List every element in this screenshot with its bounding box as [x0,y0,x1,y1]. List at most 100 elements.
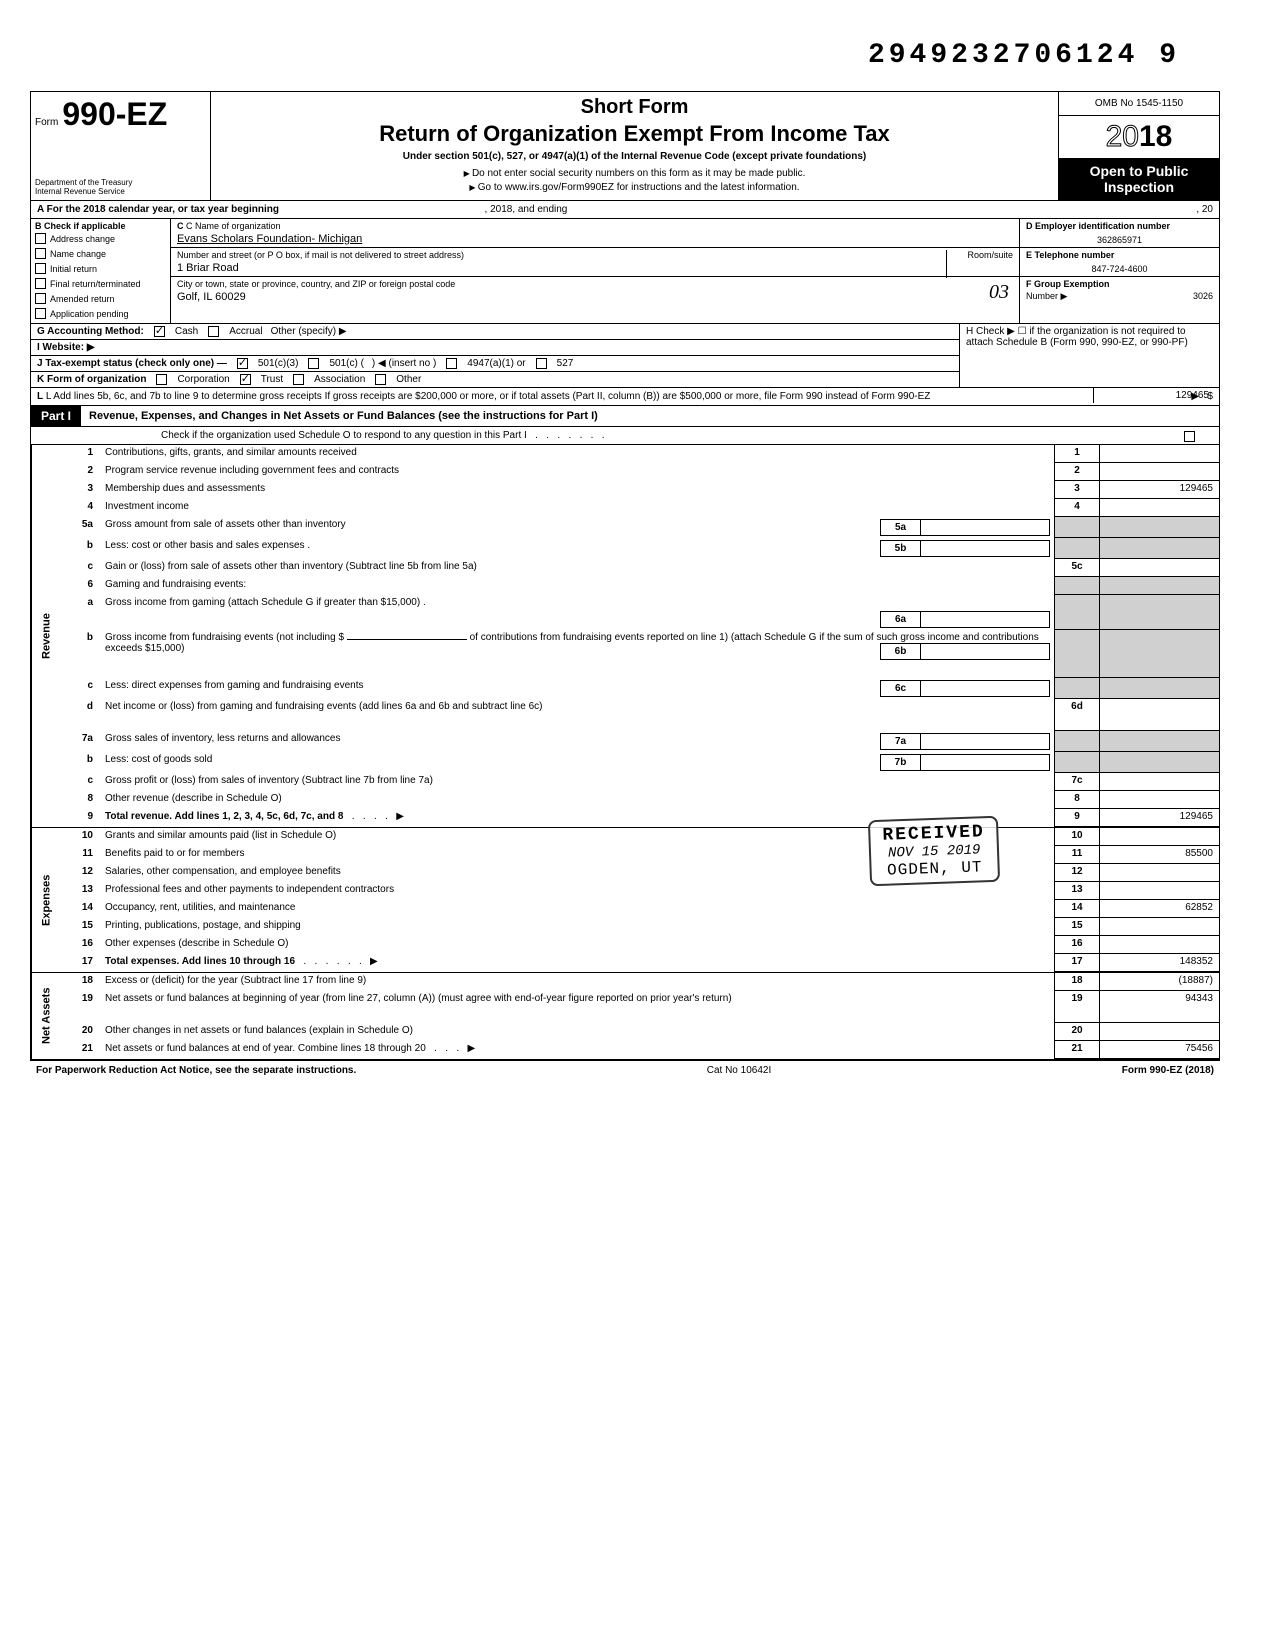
info-section: B Check if applicable Address change Nam… [31,219,1219,324]
ln6c-sub: 6c [881,681,921,696]
ln18-desc: Excess or (deficit) for the year (Subtra… [101,973,1054,991]
col-c: C C Name of organization Evans Scholars … [171,219,1019,323]
revenue-tab: Revenue [31,445,61,827]
ln4-amt [1099,499,1219,517]
ln4-desc: Investment income [101,499,1054,517]
ln20-box: 20 [1054,1023,1099,1041]
ln14-desc: Occupancy, rent, utilities, and maintena… [101,900,1054,918]
ln6a-num: a [61,595,101,630]
ln9-amt: 129465 [1099,809,1219,827]
form-subtitle: Under section 501(c), 527, or 4947(a)(1)… [219,151,1050,162]
ln3-box: 3 [1054,481,1099,499]
ln19-desc: Net assets or fund balances at beginning… [101,991,1054,1023]
ln1-amt [1099,445,1219,463]
row-a: A For the 2018 calendar year, or tax yea… [31,201,1219,219]
cb-501c[interactable] [308,358,319,369]
lbl-accrual: Accrual [229,326,262,337]
ln2-amt [1099,463,1219,481]
ln5b-sub: 5b [881,541,921,556]
phone-label: E Telephone number [1026,250,1114,260]
ln6a-amt [1099,595,1219,630]
row-k: K Form of organization Corporation Trust… [31,372,959,387]
lbl-insert: ) ◀ (insert no ) [372,358,436,369]
ln5a-amt [1099,517,1219,538]
ln1-num: 1 [61,445,101,463]
ln4-box: 4 [1054,499,1099,517]
room-suite-label: Room/suite [946,250,1013,278]
cb-assoc[interactable] [293,374,304,385]
form-header: Form 990-EZ Department of the Treasury I… [31,92,1219,201]
cb-other-org[interactable] [375,374,386,385]
ln15-box: 15 [1054,918,1099,936]
lbl-amended-return: Amended return [50,294,115,304]
ln21-box: 21 [1054,1041,1099,1059]
cb-accrual[interactable] [208,326,219,337]
revenue-section: Revenue 1Contributions, gifts, grants, a… [31,445,1219,828]
ln5a-box [1054,517,1099,538]
ln6b-box [1054,630,1099,678]
ln6b-amt [1099,630,1219,678]
cb-527[interactable] [536,358,547,369]
ln6d-amt [1099,699,1219,731]
lbl-initial-return: Initial return [50,264,97,274]
ln7a-amt [1099,731,1219,752]
form-label: Form [35,117,58,128]
cb-schedule-o[interactable] [1184,431,1195,442]
part1-header: Part I Revenue, Expenses, and Changes in… [31,406,1219,427]
footer-mid: Cat No 10642I [707,1065,772,1076]
footer-right: Form 990-EZ (2018) [1122,1065,1214,1076]
form-number: 990-EZ [62,96,167,133]
ln7a-sub: 7a [881,734,921,749]
cb-name-change[interactable] [35,248,46,259]
row-j: J Tax-exempt status (check only one) — 5… [31,356,959,372]
ln6d-desc: Net income or (loss) from gaming and fun… [101,699,1054,731]
cb-corp[interactable] [156,374,167,385]
cb-trust[interactable] [240,374,251,385]
ln12-box: 12 [1054,864,1099,882]
ln19-box: 19 [1054,991,1099,1023]
ln1-desc: Contributions, gifts, grants, and simila… [101,445,1054,463]
cb-cash[interactable] [154,326,165,337]
ln13-num: 13 [61,882,101,900]
ln5a-sub: 5a [881,520,921,535]
omb-number: OMB No 1545-1150 [1059,92,1219,116]
ln13-amt [1099,882,1219,900]
ln7a-desc: Gross sales of inventory, less returns a… [101,731,1054,752]
cb-application-pending[interactable] [35,308,46,319]
row-l-amount: 129465 [1093,388,1213,403]
ln10-amt [1099,828,1219,846]
cb-501c3[interactable] [237,358,248,369]
ln6a-sub: 6a [881,612,921,627]
group-exemption-label: F Group Exemption [1026,279,1110,289]
col-de: D Employer identification number 3628659… [1019,219,1219,323]
cb-initial-return[interactable] [35,263,46,274]
ln6a-box [1054,595,1099,630]
ln14-num: 14 [61,900,101,918]
street-label: Number and street (or P O box, if mail i… [177,250,1013,260]
cb-4947[interactable] [446,358,457,369]
right-header: OMB No 1545-1150 2018 Open to Public Ins… [1059,92,1219,200]
ln11-amt: 85500 [1099,846,1219,864]
footer-left: For Paperwork Reduction Act Notice, see … [36,1065,356,1076]
group-number-value: 3026 [1193,291,1213,302]
city-label: City or town, state or province, country… [177,279,1013,289]
ln3-num: 3 [61,481,101,499]
ln7c-amt [1099,773,1219,791]
status-section: G Accounting Method: Cash Accrual Other … [31,324,1219,388]
cb-address-change[interactable] [35,233,46,244]
ln6c-amt [1099,678,1219,699]
cb-amended-return[interactable] [35,293,46,304]
lbl-other-method: Other (specify) ▶ [271,326,347,337]
group-number-label: Number ▶ [1026,291,1067,302]
ln19-amt: 94343 [1099,991,1219,1023]
row-h: H Check ▶ ☐ if the organization is not r… [959,324,1219,387]
cb-final-return[interactable] [35,278,46,289]
row-l-text: L Add lines 5b, 6c, and 7b to line 9 to … [46,391,931,402]
document-number: 2949232706124 9 [30,40,1180,71]
website-label: I Website: ▶ [37,342,95,353]
org-form-label: K Form of organization [37,374,146,385]
ln6d-box: 6d [1054,699,1099,731]
ln7b-sub: 7b [881,755,921,770]
ln14-amt: 62852 [1099,900,1219,918]
ln5b-box [1054,538,1099,559]
